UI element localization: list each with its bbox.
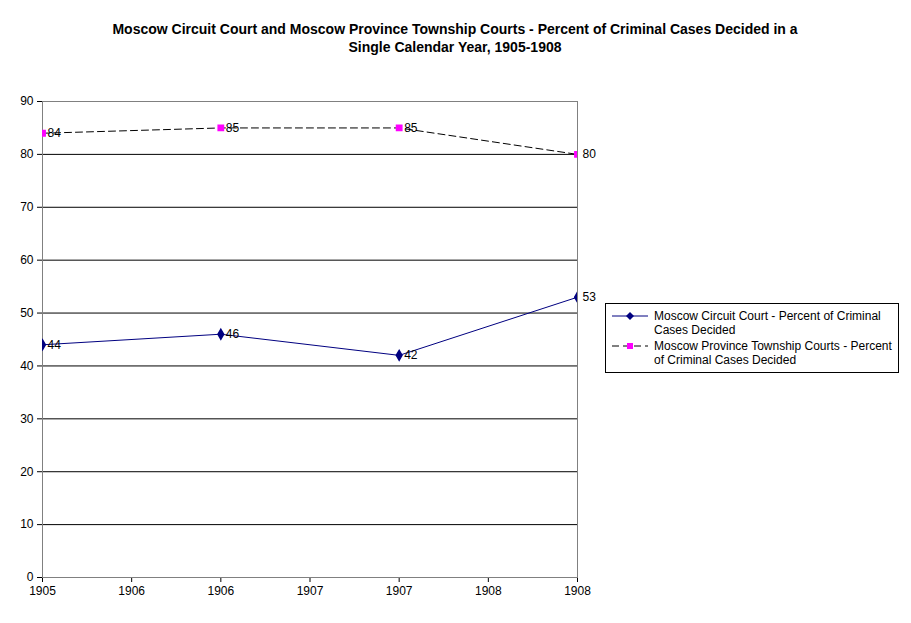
svg-text:1907: 1907 bbox=[386, 584, 413, 598]
svg-text:80: 80 bbox=[20, 147, 34, 161]
svg-text:1908: 1908 bbox=[564, 584, 591, 598]
svg-text:70: 70 bbox=[20, 200, 34, 214]
svg-text:1906: 1906 bbox=[118, 584, 145, 598]
html-text:Moscow Province Township Court: Moscow Province Township Courts - Percen… bbox=[654, 339, 892, 367]
svg-text:42: 42 bbox=[404, 348, 418, 362]
svg-text:85: 85 bbox=[226, 121, 240, 135]
svg-text:50: 50 bbox=[20, 306, 34, 320]
svg-text:1906: 1906 bbox=[207, 584, 234, 598]
svg-text:53: 53 bbox=[583, 290, 597, 304]
svg-text:1905: 1905 bbox=[29, 584, 56, 598]
svg-text:46: 46 bbox=[226, 327, 240, 341]
svg-text:90: 90 bbox=[20, 94, 34, 108]
svg-text:10: 10 bbox=[20, 517, 34, 531]
svg-text:85: 85 bbox=[404, 121, 418, 135]
svg-text:60: 60 bbox=[20, 253, 34, 267]
svg-text:44: 44 bbox=[48, 338, 62, 352]
html-text:Moscow Circuit Court - Percent: Moscow Circuit Court - Percent of Crimin… bbox=[654, 309, 881, 337]
svg-text:80: 80 bbox=[583, 147, 597, 161]
svg-text:84: 84 bbox=[48, 126, 62, 140]
svg-text:1907: 1907 bbox=[297, 584, 324, 598]
html-text:Moscow Circuit Court and Mosco: Moscow Circuit Court and Moscow Province… bbox=[112, 21, 798, 55]
svg-text:0: 0 bbox=[27, 570, 34, 584]
svg-text:40: 40 bbox=[20, 359, 34, 373]
svg-text:30: 30 bbox=[20, 412, 34, 426]
svg-text:1908: 1908 bbox=[475, 584, 502, 598]
svg-text:20: 20 bbox=[20, 465, 34, 479]
